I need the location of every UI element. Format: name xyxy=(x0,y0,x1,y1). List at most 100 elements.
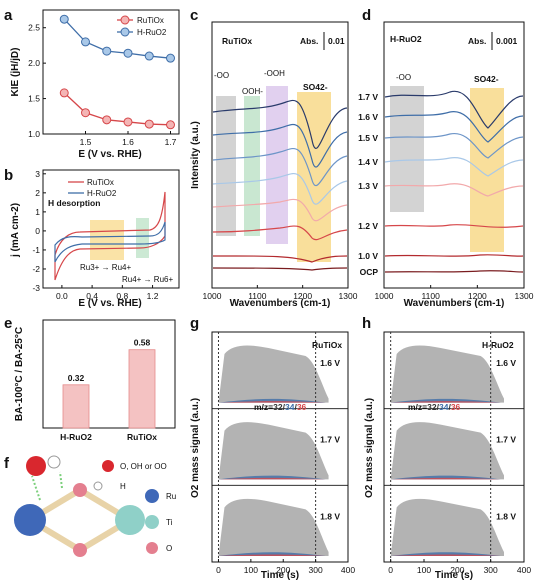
panel-letter-d: d xyxy=(362,7,371,24)
panel-g-mz-label: m/z=32/34/36 xyxy=(254,402,307,412)
potential-label: 1.7 V xyxy=(496,435,516,445)
panel-letter-h: h xyxy=(362,315,371,332)
panel-g: g 1.6 V 1.7 V 1.8 V 0 100 200 300 400 RuTiOx m… xyxy=(190,315,355,581)
panel-e-ylabel: BA-100°C / BA-25°C xyxy=(14,327,25,421)
b-ytick-label: -3 xyxy=(32,283,40,293)
panel-a-ylabel: KIE (jH/jD) xyxy=(10,48,21,97)
a-data-point xyxy=(166,120,175,130)
h-bond-1 xyxy=(31,475,41,501)
panel-d-scale-label: Abs. xyxy=(468,36,486,46)
a-xtick-label: 1.6 xyxy=(122,137,134,147)
spectrum-d-4 xyxy=(384,157,524,177)
panel-b-green-region xyxy=(136,218,149,258)
panel-h: h 1.6 V 1.7 V 1.8 V 0 100 200 300 400 H-RuO2 m… xyxy=(362,315,531,581)
a-data-point xyxy=(166,53,175,63)
panel-c-scale-label: Abs. xyxy=(300,36,318,46)
panel-d-xticks: 1000 1100 1200 1300 xyxy=(375,285,534,301)
spectrum-d-3 xyxy=(384,133,524,159)
o2-signal-area-36 xyxy=(218,477,326,480)
legend-f-h-swatch xyxy=(93,481,103,491)
panel-c-xlabel: Wavenumbers (cm-1) xyxy=(230,298,331,309)
panel-letter-f: f xyxy=(4,455,10,472)
mass-xtick-label: 400 xyxy=(341,565,355,575)
spectrum-xtick-label: 1000 xyxy=(203,291,222,301)
panel-a-xlabel: E (V vs. RHE) xyxy=(78,149,141,160)
panel-c-xticks: 1000 1100 1200 1300 xyxy=(203,285,358,301)
panel-f-legend: O, OH or OO H Ru Ti O xyxy=(93,460,176,554)
panel-e: e 0.32 H-RuO2 0.58 RuTiOx BA-100°C / BA-25°… xyxy=(4,315,176,442)
legend-label-hruo2: H-RuO2 xyxy=(137,28,167,37)
o-atom-bottom xyxy=(73,543,87,557)
mass-xtick-label: 100 xyxy=(417,565,431,575)
panel-b-xticks: 0.0 0.4 0.8 1.2 xyxy=(56,285,159,301)
bar-value-label: 0.32 xyxy=(68,373,85,383)
o2-signal-area-32 xyxy=(218,498,329,556)
panel-b-yellow-region xyxy=(90,220,124,260)
bar xyxy=(62,384,90,429)
panel-a-frame xyxy=(42,9,180,135)
a-data-point xyxy=(144,119,154,129)
mz-sep-2: / xyxy=(294,402,297,412)
adsorbate-h-atom xyxy=(47,455,61,469)
legend-marker-rutiox xyxy=(120,15,130,25)
spectrum-c-7 xyxy=(212,255,348,263)
band-label-ooh2-c: -OOH xyxy=(264,69,285,78)
a-data-point xyxy=(123,48,133,58)
panel-a-legend: RuTiOx H-RuO2 xyxy=(117,15,167,37)
panel-h-title: H-RuO2 xyxy=(482,340,514,350)
a-data-point xyxy=(59,88,69,98)
legend-label-rutiox-b: RuTiOx xyxy=(87,178,114,187)
b-ytick-label: 3 xyxy=(35,169,40,179)
panel-c: c 1000 1100 1200 1300 RuTiOx Abs. 0.01 -OO … xyxy=(190,7,358,309)
panel-c-scale-value: 0.01 xyxy=(328,36,345,46)
legend-label-hruo2-b: H-RuO2 xyxy=(87,189,117,198)
spectrum-d-6 xyxy=(384,224,524,228)
a-data-point xyxy=(102,115,112,125)
panel-b-xlabel: E (V vs. RHE) xyxy=(78,298,141,309)
panel-d-title: H-RuO2 xyxy=(390,34,422,44)
mass-xtick-label: 300 xyxy=(484,565,498,575)
b-ytick-label: -1 xyxy=(32,245,40,255)
annotation-h-desorption: H desorption xyxy=(48,198,100,208)
spectrum-d-8 xyxy=(384,270,524,273)
panel-e-frame xyxy=(42,319,176,429)
panel-h-ylabel: O2 mass signal (a.u.) xyxy=(364,398,375,498)
panel-c-title: RuTiOx xyxy=(222,36,252,46)
h-bond-2 xyxy=(59,471,63,489)
spectrum-c-2 xyxy=(212,123,348,168)
panel-letter-c: c xyxy=(190,7,198,24)
spectrum-xtick-label: 1200 xyxy=(468,291,487,301)
panel-g-areas: 1.6 V 1.7 V 1.8 V xyxy=(212,332,348,562)
spectrum-d-1 xyxy=(384,90,524,129)
mass-xtick-label: 100 xyxy=(244,565,258,575)
mz-label-text-h: m/z= xyxy=(408,402,427,412)
bar-category-label: RuTiOx xyxy=(127,432,157,442)
o-atom-top xyxy=(73,483,87,497)
mz-32-h: 32 xyxy=(427,402,437,412)
spectrum-c-5 xyxy=(212,198,348,222)
mz-36: 36 xyxy=(297,402,307,412)
spectrum-xtick-label: 1200 xyxy=(293,291,312,301)
mz-sep-1: / xyxy=(283,402,286,412)
panel-letter-e: e xyxy=(4,315,12,332)
a-xtick-label: 1.5 xyxy=(80,137,92,147)
band-label-oo-d: -OO xyxy=(396,73,411,82)
panel-letter-a: a xyxy=(4,7,13,24)
a-series-line xyxy=(63,92,171,126)
panel-g-frame xyxy=(211,331,349,563)
mass-xtick-label: 200 xyxy=(450,565,464,575)
band-label-oo-c: -OO xyxy=(214,71,229,80)
a-xtick-label: 1.7 xyxy=(165,137,177,147)
mz-36-h: 36 xyxy=(451,402,461,412)
band-so4-c xyxy=(297,92,331,262)
spectrum-c-3 xyxy=(212,147,348,187)
a-ytick-label: 1.5 xyxy=(28,94,40,104)
b-ytick-label: 1 xyxy=(35,207,40,217)
band-ooh1-c xyxy=(244,96,260,236)
bar xyxy=(128,349,156,429)
panel-h-areas: 1.6 V 1.7 V 1.8 V xyxy=(384,332,524,562)
mz-sep-1-h: / xyxy=(437,402,440,412)
panel-c-frame xyxy=(211,21,349,289)
